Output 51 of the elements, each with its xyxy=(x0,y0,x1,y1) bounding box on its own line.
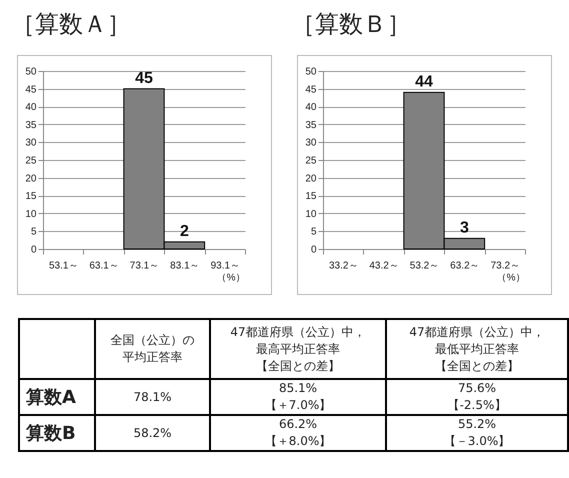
y-tick-label: 15 xyxy=(305,191,317,202)
text: 算数B xyxy=(26,422,77,444)
x-tick-label: 33.2～ xyxy=(328,260,358,272)
y-tick-label: 35 xyxy=(305,120,317,131)
x-tick-label: 43.2～ xyxy=(369,260,399,272)
data-label: 45 xyxy=(135,70,153,87)
x-tick-label: 53.2～ xyxy=(410,260,440,272)
text: 78.1% xyxy=(132,388,173,406)
y-tick-label: 20 xyxy=(305,173,317,184)
x-tick-label: 73.1～ xyxy=(130,260,160,272)
x-tick-label: 83.1～ xyxy=(170,260,200,272)
y-tick-label: 0 xyxy=(310,244,317,256)
y-tick-label: 0 xyxy=(30,244,37,256)
y-tick-label: 45 xyxy=(305,84,317,96)
x-tick-label: 53.1～ xyxy=(48,260,78,272)
text: 算数A xyxy=(26,386,77,408)
y-tick-label: 50 xyxy=(305,66,317,78)
y-tick-label: 15 xyxy=(25,191,37,202)
y-tick-label: 40 xyxy=(25,102,37,114)
y-tick-label: 30 xyxy=(305,138,317,149)
y-tick-label: 5 xyxy=(30,226,37,238)
text: 全国（公立）の平均正答率 xyxy=(110,332,196,366)
y-tick-label: 5 xyxy=(310,226,317,238)
y-tick-label: 20 xyxy=(25,173,37,184)
text: 47都道府県（公立）中，最低平均正答率【全国との差】 xyxy=(408,324,546,374)
y-tick-label: 45 xyxy=(25,84,37,96)
text: 55.2% 【－3.0%】 xyxy=(389,416,565,450)
x-tick-label: 63.1～ xyxy=(89,260,119,272)
data-label: 3 xyxy=(460,219,469,236)
y-tick-label: 40 xyxy=(305,102,317,114)
y-tick-label: 30 xyxy=(25,138,37,149)
data-label: 2 xyxy=(180,222,189,240)
data-label: 44 xyxy=(415,73,433,90)
text: 58.2% xyxy=(132,424,173,442)
x-axis-title: （%） xyxy=(496,272,526,284)
y-tick-label: 10 xyxy=(305,208,317,220)
chart-title: ［算数Ａ］ xyxy=(11,9,131,40)
x-tick-label: 63.2～ xyxy=(450,260,480,272)
y-tick-label: 25 xyxy=(305,156,317,166)
text: 47都道府県（公立）中，最高平均正答率【全国との差】 xyxy=(229,324,367,374)
x-tick-label: 73.2～ xyxy=(490,260,520,272)
text: 75.6% 【-2.5%】 xyxy=(389,380,565,414)
x-axis-title: （%） xyxy=(216,272,246,284)
y-tick-label: 25 xyxy=(25,156,37,166)
text: 66.2% 【＋8.0%】 xyxy=(213,416,383,450)
y-tick-label: 35 xyxy=(25,120,37,131)
x-tick-label: 93.1～ xyxy=(210,260,240,272)
chart-title: ［算数Ｂ］ xyxy=(291,9,411,40)
y-tick-label: 50 xyxy=(25,66,37,78)
text: 85.1% 【＋7.0%】 xyxy=(213,380,383,414)
y-tick-label: 10 xyxy=(25,208,37,220)
